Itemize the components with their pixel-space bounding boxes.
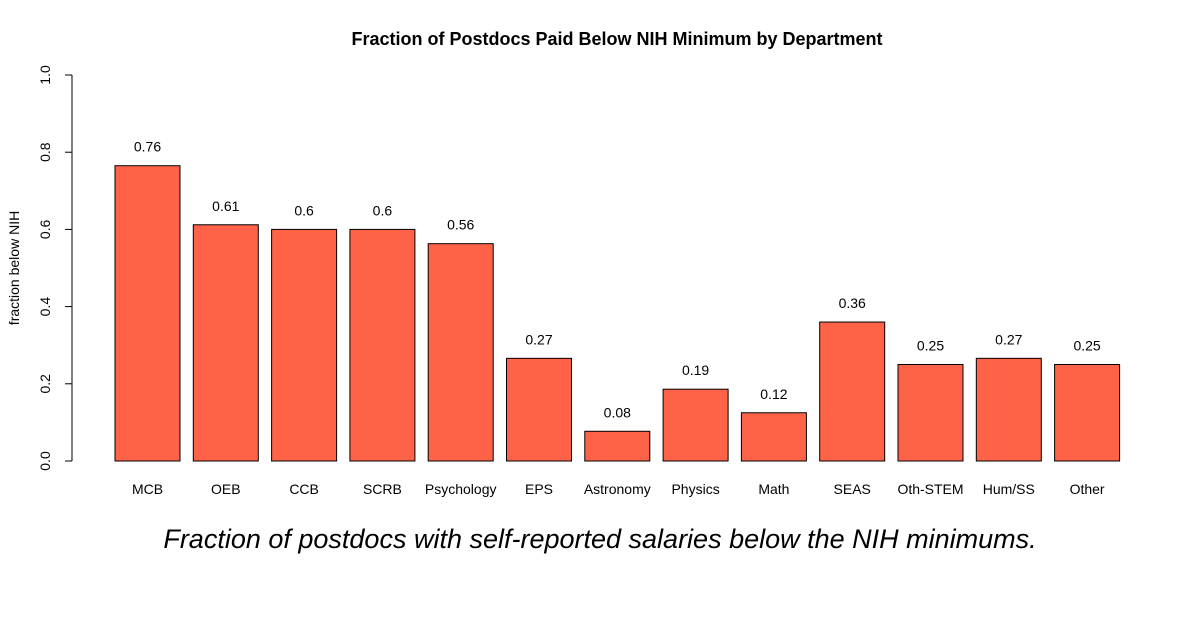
x-category-label: Physics [671,481,719,497]
x-category-label: Astronomy [584,481,651,497]
bar-other [1054,364,1121,462]
bar-oth-stem [897,364,964,462]
bar-eps [506,357,572,462]
y-tick-label: 0.8 [37,142,53,162]
x-category-label: OEB [211,481,241,497]
bar-value-label: 0.25 [1073,338,1100,354]
y-tick-label: 0.6 [37,219,53,239]
figure-caption: Fraction of postdocs with self-reported … [163,524,1037,554]
x-category-label: Hum/SS [983,481,1035,497]
bar-math [740,412,807,462]
bar-value-label: 0.27 [525,331,552,347]
x-category-label: Other [1070,481,1105,497]
bar-value-label: 0.27 [995,331,1022,347]
bar-value-label: 0.61 [212,198,239,214]
x-category-label: MCB [132,481,163,497]
y-tick-label: 1.0 [37,65,53,85]
bar-value-label: 0.36 [839,295,866,311]
bar-hum-ss [975,357,1042,462]
bar-mcb [114,165,181,462]
bar-oeb [192,224,259,462]
y-axis-label: fraction below NIH [6,211,22,325]
y-tick-label: 0.4 [37,297,53,317]
x-category-label: Oth-STEM [897,481,963,497]
bar-value-label: 0.6 [373,202,393,218]
bar-astronomy [584,430,651,462]
category-labels-group: MCB OEB CCB SCRB Psychology EPS Astronomy Physi… [132,481,1105,497]
bar-value-label: 0.19 [682,362,709,378]
y-tick-label: 0.2 [37,374,53,394]
bar-value-label: 0.12 [760,386,787,402]
bar-value-label: 0.08 [604,404,631,420]
bar-value-label: 0.6 [294,202,314,218]
x-category-label: EPS [525,481,553,497]
x-category-label: CCB [289,481,319,497]
bar-ccb [271,228,338,462]
x-category-label: SEAS [834,481,871,497]
x-category-label: Math [758,481,789,497]
bar-value-label: 0.76 [134,139,161,155]
bar-psychology [427,243,494,462]
y-axis: 0.0 0.2 0.4 0.6 0.8 1.0 [37,65,73,471]
x-category-label: Psychology [425,481,497,497]
bar-seas [819,321,886,462]
bar-scrb [349,228,416,462]
bar-value-label: 0.25 [917,338,944,354]
value-labels-group: 0.76 0.61 0.6 0.6 0.56 0.27 0.08 0.19 0.12 0.36 0.… [134,139,1101,421]
y-tick-label: 0.0 [37,451,53,471]
bar-physics [662,388,729,462]
x-category-label: SCRB [363,481,402,497]
bar-value-label: 0.56 [447,217,474,233]
bars-group [114,165,1121,462]
chart-title: Fraction of Postdocs Paid Below NIH Mini… [351,29,882,49]
